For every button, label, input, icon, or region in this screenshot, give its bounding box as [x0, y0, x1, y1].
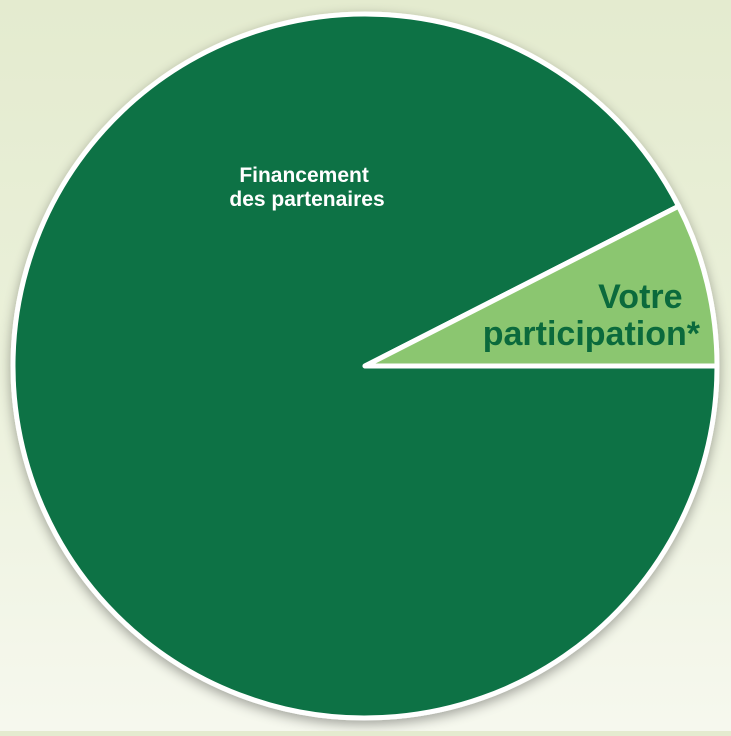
slice-label-partner-line-1: Financement	[239, 164, 369, 187]
slice-label-participation: Votre participation*	[483, 278, 701, 353]
slice-label-participation-line-1: Votre	[598, 278, 682, 316]
pie-slices	[10, 11, 720, 721]
slice-label-partner-line-2: des partenaires	[229, 188, 384, 211]
slice-label-participation-line-2: participation*	[483, 315, 701, 353]
pie-slice-participation	[362, 203, 720, 369]
slice-label-partner-financing: Financement des partenaires	[229, 164, 384, 211]
